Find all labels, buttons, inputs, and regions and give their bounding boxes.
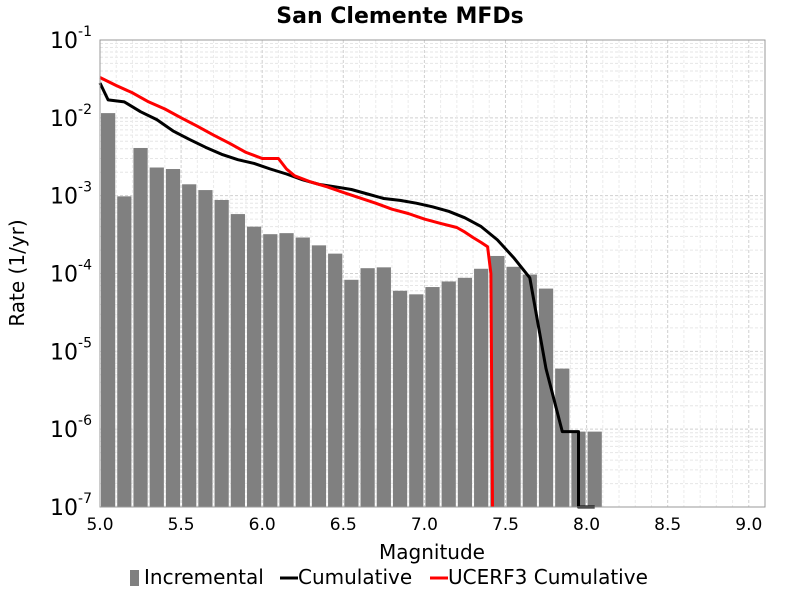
ucerf3-cumulative-line [99,76,494,508]
legend-item: Cumulative [280,565,412,589]
x-tick-label: 8.5 [654,515,681,535]
incremental-bar [149,167,164,507]
incremental-bar [587,431,602,507]
incremental-bar [538,288,554,507]
cumulative-line [98,82,595,509]
incremental-bar [328,253,343,507]
y-tick-labels: 10-1 10-2 10-3 10-4 10-5 10-6 10-7 [50,24,92,521]
cumulative-lines [98,76,595,509]
legend: Incremental Cumulative UCERF3 Cumulative [130,565,648,589]
x-axis-label: Magnitude [379,540,485,564]
legend-label: UCERF3 Cumulative [448,565,648,589]
y-tick-label: 10-7 [50,491,92,521]
chart-title: San Clemente MFDs [276,4,524,29]
incremental-bar [392,290,408,507]
y-axis-label: Rate (1/yr) [5,219,29,326]
incremental-bar [263,234,278,507]
incremental-bar [457,277,473,507]
incremental-bar [165,169,181,507]
incremental-bar [522,274,537,507]
y-tick-label: 10-6 [50,413,92,443]
incremental-bars [101,113,602,508]
incremental-bar [474,268,489,507]
incremental-bar [344,279,359,507]
incremental-bar [230,214,245,508]
x-tick-labels: 5.0 5.5 6.0 6.5 7.0 7.5 8.0 8.5 9.0 [86,515,762,535]
plot-border [99,39,766,508]
incremental-bar [311,245,327,507]
y-tick-label: 10-3 [50,180,92,210]
incremental-bar [246,226,262,508]
legend-item: Incremental [130,565,264,589]
x-tick-label: 5.0 [86,515,113,535]
incremental-bar [409,294,424,507]
x-tick-label: 8.0 [573,515,600,535]
x-tick-label: 5.5 [168,515,195,535]
incremental-bar [490,255,505,507]
incremental-bar [295,237,310,508]
incremental-bar [506,266,521,507]
y-tick-label: 10-4 [50,258,92,288]
incremental-bar [117,196,132,508]
incremental-bar [101,113,116,508]
legend-swatch [130,570,139,586]
x-tick-label: 6.5 [330,515,357,535]
incremental-bar [279,233,294,507]
legend-label: Cumulative [298,565,412,589]
incremental-bar [425,287,440,507]
legend-item: UCERF3 Cumulative [430,565,648,589]
legend-label: Incremental [144,565,264,589]
incremental-bar [441,281,456,507]
incremental-bar [555,368,570,507]
x-tick-label: 7.5 [492,515,519,535]
y-tick-label: 10-2 [50,102,92,132]
incremental-bar [133,147,148,507]
incremental-bar [214,199,229,507]
x-tick-label: 9.0 [735,515,762,535]
y-tick-label: 10-1 [50,24,92,54]
x-tick-label: 6.0 [249,515,276,535]
incremental-bar [360,268,375,507]
incremental-bar [182,184,197,507]
y-tick-label: 10-5 [50,335,92,365]
x-tick-label: 7.0 [411,515,438,535]
incremental-bar [198,190,213,508]
incremental-bar [376,267,391,507]
